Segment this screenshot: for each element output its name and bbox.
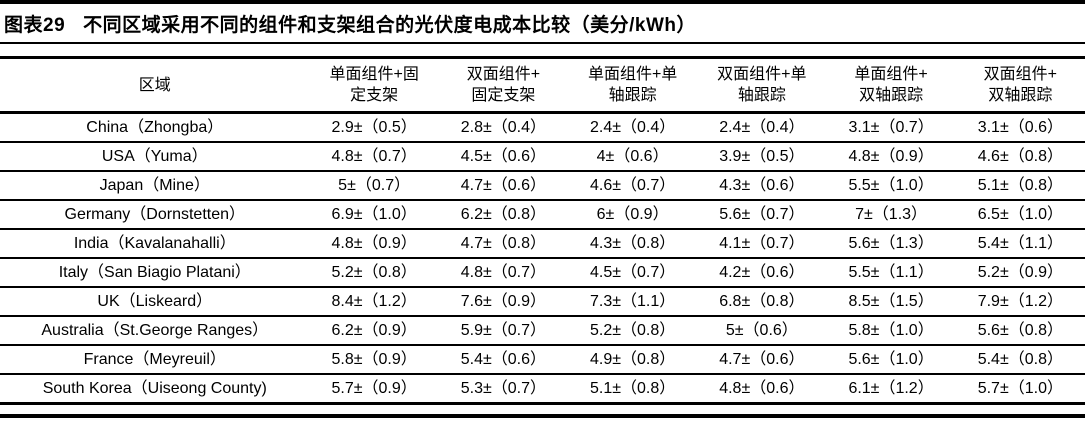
figure-title-bar: 图表29 不同区域采用不同的组件和支架组合的光伏度电成本比较（美分/kWh） bbox=[0, 0, 1085, 44]
value-cell: 6.2±（0.8） bbox=[438, 200, 568, 230]
value-cell: 7.6±（0.9） bbox=[438, 287, 568, 317]
table-row: South Korea（Uiseong County) 5.7±（0.9） 5.3±… bbox=[0, 374, 1085, 404]
value-cell: 5.2±（0.8） bbox=[309, 258, 439, 288]
value-cell: 2.4±（0.4） bbox=[697, 112, 827, 143]
table-row: UK（Liskeard） 8.4±（1.2） 7.6±（0.9） 7.3±（1.1） 6… bbox=[0, 287, 1085, 317]
value-cell: 4.8±（0.9） bbox=[309, 229, 439, 259]
value-cell: 5.6±（0.7） bbox=[697, 200, 827, 230]
value-cell: 5.5±（1.0） bbox=[826, 171, 956, 201]
value-cell: 3.9±（0.5） bbox=[697, 142, 827, 172]
value-cell: 5.2±（0.8） bbox=[568, 316, 698, 346]
value-cell: 5.1±（0.8） bbox=[955, 171, 1085, 201]
value-cell: 4.6±（0.8） bbox=[955, 142, 1085, 172]
value-cell: 4.7±（0.8） bbox=[438, 229, 568, 259]
value-cell: 5±（0.6） bbox=[697, 316, 827, 346]
column-header-combination: 单面组件+ 双轴跟踪 bbox=[826, 57, 956, 114]
table-head: 区域 单面组件+固 定支架 双面组件+ 固定支架 单面组件+单 轴跟踪 双面组件+单 轴… bbox=[0, 57, 1085, 114]
value-cell: 4.5±（0.7） bbox=[568, 258, 698, 288]
figure-number-label: 图表29 bbox=[4, 15, 66, 36]
lcoe-table: 区域 单面组件+固 定支架 双面组件+ 固定支架 单面组件+单 轴跟踪 双面组件+单 轴… bbox=[0, 56, 1085, 405]
value-cell: 4.8±（0.6） bbox=[719, 380, 805, 397]
value-cell: 4±（0.6） bbox=[568, 142, 698, 172]
table-row: France（Meyreuil） 5.8±（0.9） 5.4±（0.6） 4.9±（0… bbox=[0, 345, 1085, 375]
region-cell: India（Kavalanahalli） bbox=[0, 229, 310, 259]
value-cell: 5.7±（1.0） bbox=[977, 380, 1063, 397]
figure-title: 不同区域采用不同的组件和支架组合的光伏度电成本比较（美分/kWh） bbox=[83, 15, 697, 36]
value-cell: 4.8±（0.7） bbox=[438, 258, 568, 288]
table-row: China（Zhongba） 2.9±（0.5） 2.8±（0.4） 2.4±（0.4… bbox=[0, 112, 1085, 143]
value-cell: 2.4±（0.4） bbox=[568, 112, 698, 143]
value-cell: 8.5±（1.5） bbox=[826, 287, 956, 317]
value-cell: 6.2±（0.9） bbox=[309, 316, 439, 346]
value-cell: 5.9±（0.7） bbox=[438, 316, 568, 346]
value-cell: 5±（0.7） bbox=[309, 171, 439, 201]
value-cell: 4.6±（0.7） bbox=[568, 171, 698, 201]
column-header-combination: 双面组件+ 双轴跟踪 bbox=[955, 57, 1085, 114]
value-cell: 2.9±（0.5） bbox=[309, 112, 439, 143]
column-header-combination: 双面组件+ 固定支架 bbox=[438, 57, 568, 114]
value-cell: 5.5±（1.1） bbox=[826, 258, 956, 288]
table-body: China（Zhongba） 2.9±（0.5） 2.8±（0.4） 2.4±（0.4… bbox=[0, 112, 1085, 404]
value-cell: 4.5±（0.6） bbox=[438, 142, 568, 172]
value-cell: 4.2±（0.6） bbox=[697, 258, 827, 288]
value-cell: 5.8±（1.0） bbox=[826, 316, 956, 346]
column-header-combination: 双面组件+单 轴跟踪 bbox=[697, 57, 827, 114]
value-cell: 2.8±（0.4） bbox=[438, 112, 568, 143]
region-cell: Germany（Dornstetten） bbox=[0, 200, 310, 230]
value-cell: 4.1±（0.7） bbox=[697, 229, 827, 259]
table-header-row: 区域 单面组件+固 定支架 双面组件+ 固定支架 单面组件+单 轴跟踪 双面组件+单 轴… bbox=[0, 57, 1085, 114]
region-cell: Australia（St.George Ranges） bbox=[0, 316, 310, 346]
value-cell: 3.1±（0.6） bbox=[955, 112, 1085, 143]
region-cell: France（Meyreuil） bbox=[0, 345, 310, 375]
value-cell: 7±（1.3） bbox=[826, 200, 956, 230]
value-cell: 5.4±（1.1） bbox=[955, 229, 1085, 259]
region-cell: Italy（San Biagio Platani） bbox=[0, 258, 310, 288]
region-cell: Japan（Mine） bbox=[0, 171, 310, 201]
value-cell: 5.6±（1.0） bbox=[826, 345, 956, 375]
table-row: India（Kavalanahalli） 4.8±（0.9） 4.7±（0.8） 4.… bbox=[0, 229, 1085, 259]
table-row: Australia（St.George Ranges） 6.2±（0.9） 5.9±… bbox=[0, 316, 1085, 346]
table-row: Italy（San Biagio Platani） 5.2±（0.8） 4.8±（0… bbox=[0, 258, 1085, 288]
value-cell: 6.5±（1.0） bbox=[955, 200, 1085, 230]
value-cell: 4.9±（0.8） bbox=[568, 345, 698, 375]
value-cell: 4.8±（0.9） bbox=[826, 142, 956, 172]
value-cell: 4.3±（0.8） bbox=[568, 229, 698, 259]
value-cell: 5.7±（0.9） bbox=[331, 380, 417, 397]
value-cell: 7.3±（1.1） bbox=[568, 287, 698, 317]
value-cell: 5.1±（0.8） bbox=[589, 380, 676, 397]
value-cell: 6.1±（1.2） bbox=[848, 380, 934, 397]
table-row: Japan（Mine） 5±（0.7） 4.7±（0.6） 4.6±（0.7） 4.3±… bbox=[0, 171, 1085, 201]
value-cell: 5.6±（0.8） bbox=[955, 316, 1085, 346]
value-cell: 5.3±（0.7） bbox=[460, 380, 547, 397]
value-cell: 3.1±（0.7） bbox=[826, 112, 956, 143]
value-cell: 5.6±（1.3） bbox=[826, 229, 956, 259]
value-cell: 6.9±（1.0） bbox=[309, 200, 439, 230]
region-cell: South Korea（Uiseong County) bbox=[42, 380, 267, 397]
value-cell: 5.4±（0.6） bbox=[438, 345, 568, 375]
region-cell: UK（Liskeard） bbox=[0, 287, 310, 317]
column-header-combination: 单面组件+单 轴跟踪 bbox=[568, 57, 698, 114]
value-cell: 4.7±（0.6） bbox=[438, 171, 568, 201]
region-cell: China（Zhongba） bbox=[0, 112, 310, 143]
value-cell: 4.8±（0.7） bbox=[309, 142, 439, 172]
region-cell: USA（Yuma） bbox=[0, 142, 310, 172]
table-row: USA（Yuma） 4.8±（0.7） 4.5±（0.6） 4±（0.6） 3.9±（0… bbox=[0, 142, 1085, 172]
value-cell: 5.2±（0.9） bbox=[955, 258, 1085, 288]
column-header-region: 区域 bbox=[0, 57, 310, 114]
value-cell: 5.4±（0.8） bbox=[955, 345, 1085, 375]
value-cell: 5.8±（0.9） bbox=[309, 345, 439, 375]
bottom-rule bbox=[0, 414, 1085, 418]
value-cell: 4.7±（0.6） bbox=[697, 345, 827, 375]
table-row: Germany（Dornstetten） 6.9±（1.0） 6.2±（0.8） 6±… bbox=[0, 200, 1085, 230]
value-cell: 6±（0.9） bbox=[568, 200, 698, 230]
column-header-combination: 单面组件+固 定支架 bbox=[309, 57, 439, 114]
value-cell: 7.9±（1.2） bbox=[955, 287, 1085, 317]
value-cell: 6.8±（0.8） bbox=[697, 287, 827, 317]
value-cell: 8.4±（1.2） bbox=[309, 287, 439, 317]
value-cell: 4.3±（0.6） bbox=[697, 171, 827, 201]
